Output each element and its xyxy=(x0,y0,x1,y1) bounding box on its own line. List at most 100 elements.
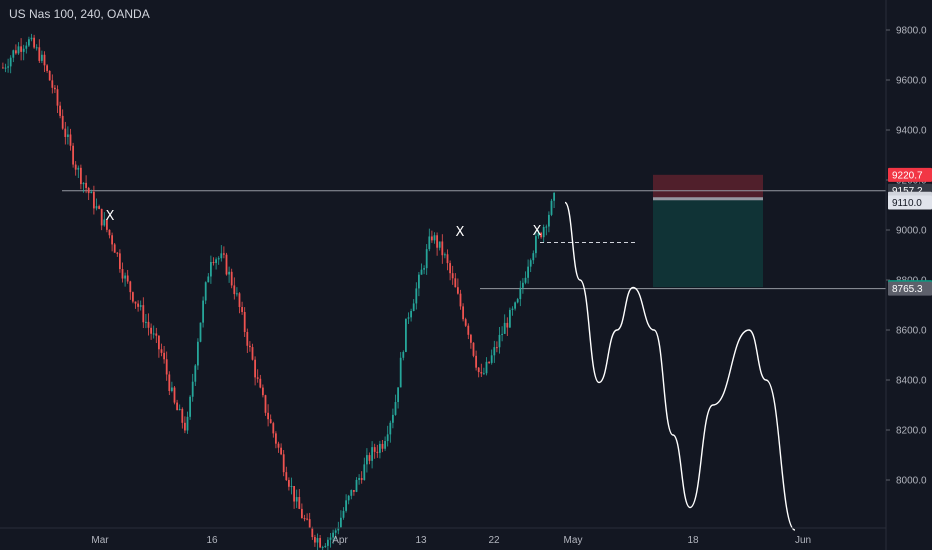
candle-body xyxy=(46,65,48,71)
candle xyxy=(204,281,207,305)
candle xyxy=(402,350,405,361)
x-marker: X xyxy=(456,225,465,240)
x-tick-label: Apr xyxy=(332,535,348,546)
candle xyxy=(171,381,173,393)
candle-body xyxy=(433,235,436,241)
candle-body xyxy=(35,47,38,49)
candle-body xyxy=(498,334,501,348)
candle-body xyxy=(124,275,126,279)
candle-body xyxy=(82,182,85,185)
candle xyxy=(178,404,181,411)
candle-body xyxy=(503,322,506,334)
candle-body xyxy=(407,317,410,319)
candle xyxy=(303,514,306,522)
candle-body xyxy=(493,347,496,356)
candle xyxy=(95,198,98,211)
y-tick-label: 8000.0 xyxy=(896,476,927,487)
candle xyxy=(72,142,74,168)
candle xyxy=(215,257,217,270)
candle-body xyxy=(77,167,80,170)
candle-body xyxy=(262,387,264,396)
candle xyxy=(67,126,69,145)
candle-body xyxy=(30,37,33,40)
candle-body xyxy=(80,167,82,185)
candle-body xyxy=(321,547,324,549)
candle-body xyxy=(405,318,407,352)
candle-body xyxy=(134,301,137,304)
candle xyxy=(415,282,418,310)
candle xyxy=(230,268,233,289)
candle-body xyxy=(548,214,550,227)
candle-body xyxy=(48,70,51,81)
candle-body xyxy=(545,226,548,228)
candle xyxy=(334,528,337,540)
candle-body xyxy=(347,495,350,501)
candle xyxy=(358,474,360,485)
y-tick-label: 8200.0 xyxy=(896,426,927,437)
candle-body xyxy=(176,402,178,411)
candle xyxy=(511,306,514,316)
candle-body xyxy=(56,89,59,106)
candle-body xyxy=(425,249,428,269)
candle xyxy=(420,263,423,275)
candle xyxy=(225,252,228,276)
candle xyxy=(514,301,516,311)
x-tick-label: 18 xyxy=(687,535,699,546)
candle xyxy=(186,411,189,434)
x-tick-label: Jun xyxy=(795,535,811,546)
candle-body xyxy=(197,341,199,366)
candle-body xyxy=(501,333,503,335)
price-label-bg xyxy=(888,281,932,296)
candle-body xyxy=(509,309,511,328)
candle xyxy=(9,55,12,74)
candle xyxy=(522,278,524,294)
candle xyxy=(7,58,9,73)
candle xyxy=(376,444,379,458)
candle-body xyxy=(225,254,228,275)
candle-body xyxy=(189,396,191,417)
candle xyxy=(550,198,553,217)
candle xyxy=(103,212,106,227)
candle-body xyxy=(277,443,280,448)
candle xyxy=(267,404,269,427)
candle xyxy=(501,326,503,342)
candle xyxy=(150,323,152,340)
candle xyxy=(12,49,15,63)
candle-body xyxy=(550,200,553,215)
candle-body xyxy=(186,416,189,431)
candle-body xyxy=(171,387,173,391)
candle xyxy=(446,249,449,271)
candle-body xyxy=(147,321,150,328)
candle xyxy=(467,323,470,340)
candle xyxy=(249,341,251,352)
candle-body xyxy=(444,254,446,256)
candle xyxy=(54,84,56,94)
candle xyxy=(173,386,176,405)
candle-body xyxy=(368,455,371,461)
candle-body xyxy=(446,254,449,264)
price-label-text: 9157.2 xyxy=(892,186,923,197)
candle xyxy=(168,371,171,396)
candle-body xyxy=(223,253,225,255)
candle-body xyxy=(386,434,389,442)
candle xyxy=(116,251,119,257)
candle xyxy=(77,165,80,179)
candle xyxy=(20,38,22,61)
candle xyxy=(93,185,95,215)
candle xyxy=(142,297,145,329)
candle xyxy=(428,228,431,252)
candle xyxy=(15,44,17,55)
candle xyxy=(238,292,241,314)
candle xyxy=(158,335,160,358)
candle xyxy=(124,272,126,287)
candle-body xyxy=(28,39,30,46)
candle xyxy=(532,250,535,264)
candle xyxy=(43,51,46,72)
candle-body xyxy=(334,530,337,533)
candle xyxy=(80,164,82,190)
candle xyxy=(129,280,132,300)
candle-body xyxy=(540,232,542,238)
candle-body xyxy=(220,253,223,259)
candle-body xyxy=(319,538,321,548)
